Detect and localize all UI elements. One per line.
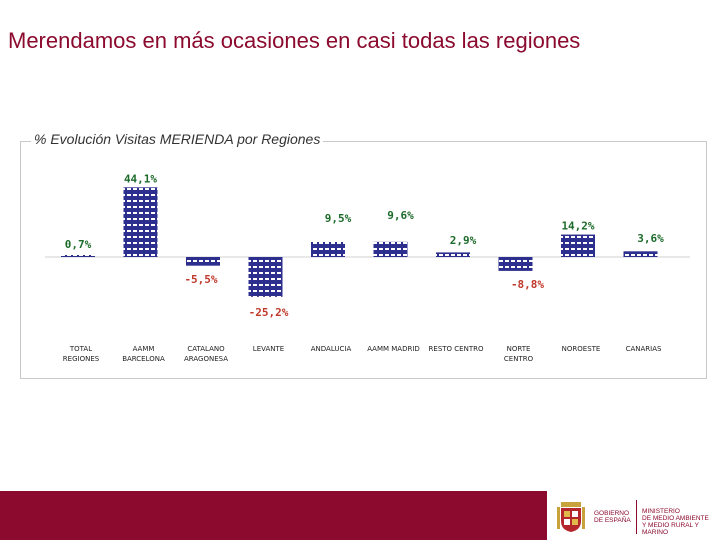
category-label: TOTAL REGIONES bbox=[63, 345, 100, 363]
bar bbox=[623, 251, 658, 257]
category-label: LEVANTE bbox=[253, 345, 284, 353]
category-label: AAMM BARCELONA bbox=[122, 345, 165, 363]
bars-layer bbox=[45, 187, 690, 297]
data-label: 9,6% bbox=[387, 209, 414, 222]
data-label: 0,7% bbox=[65, 238, 92, 251]
bar bbox=[436, 252, 470, 257]
bar bbox=[311, 241, 345, 257]
data-labels-layer: 0,7% 44,1% -5,5% -25,2% 9,5% 9,6% 2,9% -8,8% 14,… bbox=[65, 172, 664, 318]
bar bbox=[248, 257, 283, 297]
data-label: 44,1% bbox=[124, 172, 157, 185]
data-label: -25,2% bbox=[249, 306, 289, 319]
category-label: NOROESTE bbox=[562, 345, 601, 353]
coat-of-arms-icon bbox=[557, 502, 585, 532]
category-label: AAMM MADRID bbox=[367, 345, 420, 353]
data-label: -8,8% bbox=[511, 278, 544, 291]
ministry-label: MINISTERIO DE MEDIO AMBIENTE Y MEDIO RUR… bbox=[642, 508, 709, 536]
bar bbox=[498, 257, 533, 271]
footer-divider bbox=[636, 500, 637, 534]
chart-title: % Evolución Visitas MERIENDA por Regione… bbox=[31, 131, 324, 147]
data-label: 3,6% bbox=[637, 232, 664, 245]
category-label: NORTE CENTRO bbox=[504, 345, 534, 363]
data-label: 14,2% bbox=[561, 220, 594, 233]
category-label: CANARIAS bbox=[626, 345, 662, 353]
category-label: RESTO CENTRO bbox=[429, 345, 484, 353]
gobierno-label: GOBIERNO DE ESPAÑA bbox=[594, 510, 631, 524]
data-label: 2,9% bbox=[450, 234, 477, 247]
slide-title: Merendamos en más ocasiones en casi toda… bbox=[8, 28, 581, 53]
data-label: -5,5% bbox=[184, 273, 217, 286]
bar bbox=[561, 234, 595, 257]
data-label: 9,5% bbox=[325, 212, 352, 225]
bar bbox=[123, 187, 158, 257]
bar bbox=[373, 241, 408, 257]
bar bbox=[186, 257, 220, 266]
category-labels-layer: TOTAL REGIONES AAMM BARCELONA CATALANO ARAGON… bbox=[63, 345, 662, 363]
chart-frame bbox=[20, 141, 707, 379]
category-label: CATALANO ARAGONESA bbox=[184, 345, 228, 363]
category-label: ANDALUCIA bbox=[311, 345, 352, 353]
bar bbox=[61, 255, 95, 257]
